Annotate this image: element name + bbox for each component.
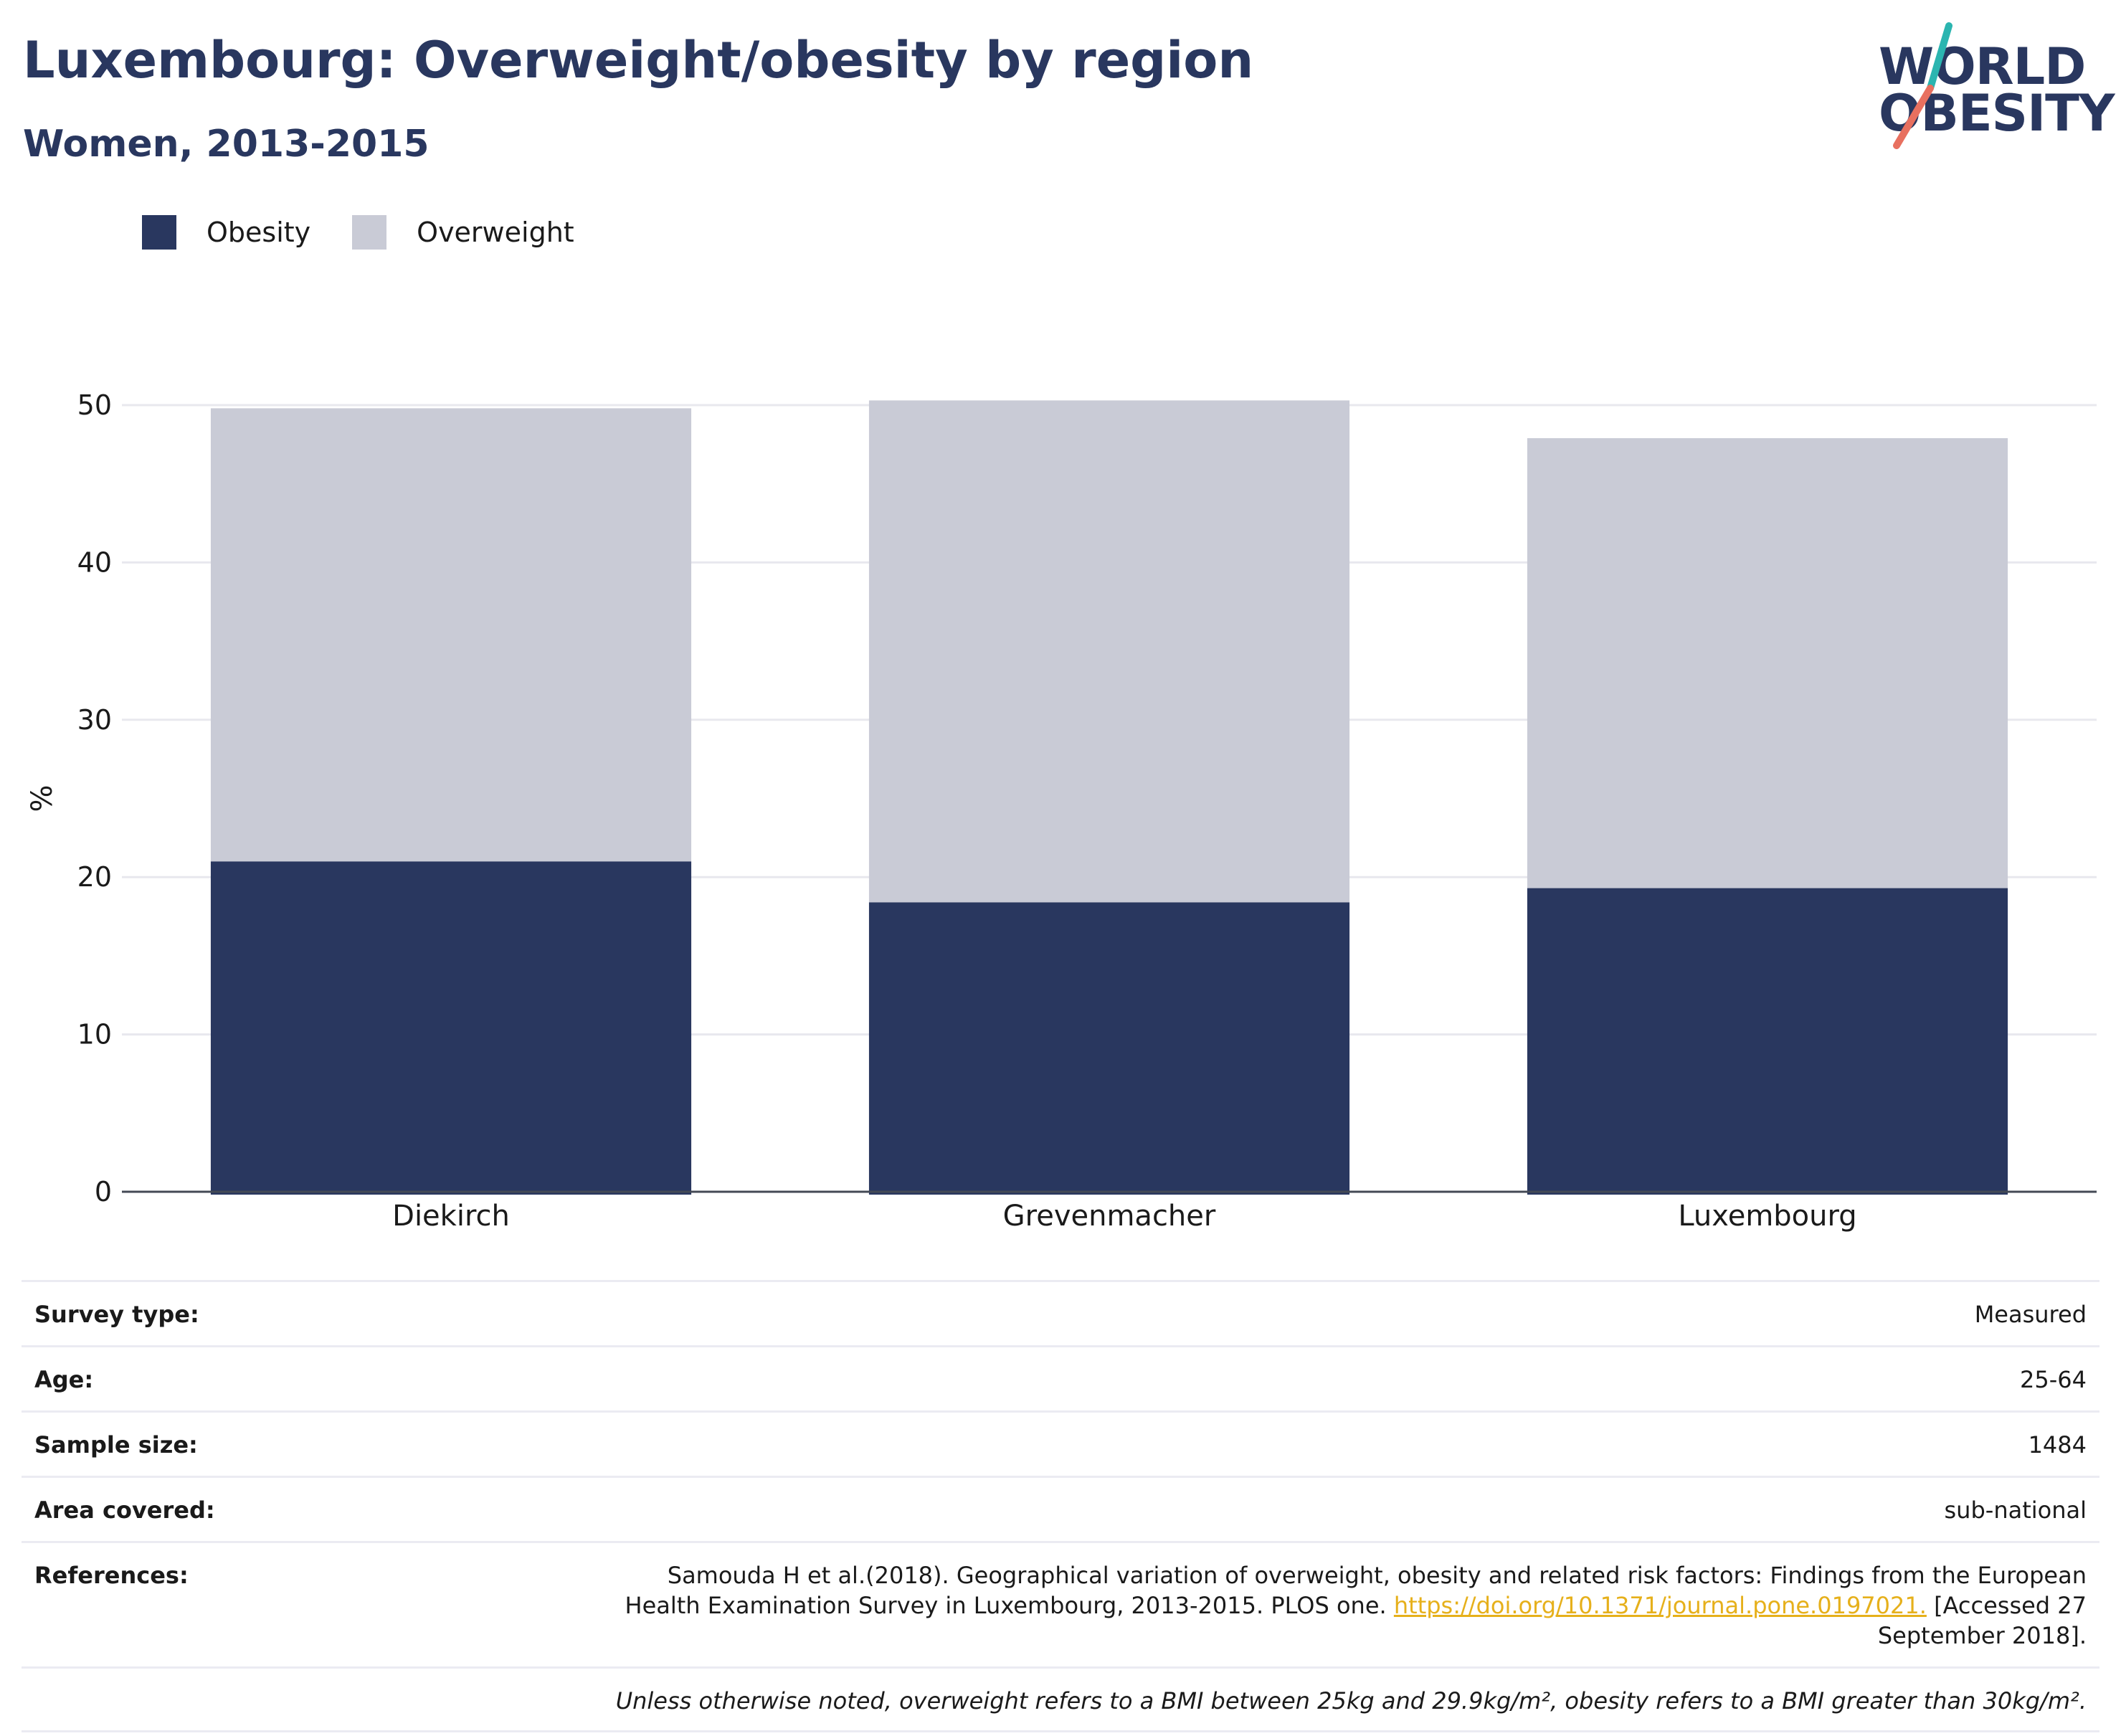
age-label: Age: — [34, 1366, 94, 1393]
stacked-bar-chart: 0 10 20 30 40 50% Diekirch Grevenmacher Luxembou… — [26, 389, 2097, 1233]
logo-slash-icon — [1893, 22, 1952, 149]
world-obesity-logo: WORLD OBESITY — [1864, 20, 2115, 149]
reference-accessed-text: [Accessed 27 September 2018]. — [1877, 1592, 2087, 1649]
sample-size-label: Sample size: — [34, 1431, 198, 1458]
y-tick-label: 0 — [95, 1176, 112, 1208]
y-axis-title: % — [26, 784, 59, 812]
reference-doi-link[interactable]: https://doi.org/10.1371/journal.pone.019… — [1393, 1592, 1927, 1619]
y-tick-label: 40 — [77, 546, 112, 578]
x-tick-label: Diekirch — [392, 1200, 510, 1233]
chart-legend: Obesity Overweight — [142, 214, 616, 251]
bar-overweight — [868, 400, 1350, 903]
y-tick-label: 30 — [77, 704, 112, 736]
legend-swatch-obesity — [142, 215, 176, 250]
logo-word-world: WORLD — [1879, 37, 2086, 96]
x-tick-label: Luxembourg — [1678, 1200, 1856, 1233]
legend-item-obesity[interactable]: Obesity — [142, 215, 310, 250]
info-row-survey-type: Survey type: Measured — [22, 1280, 2099, 1345]
area-covered-label: Area covered: — [34, 1497, 215, 1524]
legend-label-obesity: Obesity — [207, 217, 311, 248]
info-row-references: References: Samouda H et al.(2018). Geog… — [22, 1541, 2099, 1666]
bar-overweight — [1527, 438, 2008, 888]
x-tick-label: Grevenmacher — [1003, 1200, 1216, 1233]
bar-overweight — [210, 408, 692, 862]
y-tick-label: 50 — [77, 389, 112, 421]
y-tick-label: 10 — [77, 1019, 112, 1050]
bar-obesity — [210, 861, 692, 1195]
survey-info-table: Survey type: Measured Age: 25-64 Sample … — [22, 1280, 2099, 1732]
legend-label-overweight: Overweight — [417, 217, 574, 248]
legend-swatch-overweight — [352, 215, 387, 250]
chart-subtitle: Women, 2013-2015 — [23, 123, 430, 166]
references-value: Samouda H et al.(2018). Geographical var… — [595, 1560, 2087, 1651]
bmi-definition-note: Unless otherwise noted, overweight refer… — [22, 1666, 2099, 1732]
area-covered-value: sub-national — [1944, 1497, 2087, 1524]
survey-type-label: Survey type: — [34, 1301, 199, 1328]
references-label: References: — [34, 1562, 189, 1589]
survey-type-value: Measured — [1974, 1301, 2087, 1328]
y-tick-label: 20 — [77, 861, 112, 893]
info-row-age: Age: 25-64 — [22, 1345, 2099, 1410]
legend-item-overweight[interactable]: Overweight — [352, 215, 574, 250]
bar-obesity — [868, 902, 1350, 1195]
bar-obesity — [1527, 888, 2008, 1195]
chart-title: Luxembourg: Overweight/obesity by region — [23, 31, 1254, 90]
reference-text: Samouda H et al.(2018). Geographical var… — [625, 1562, 2087, 1619]
age-value: 25-64 — [2020, 1366, 2087, 1393]
sample-size-value: 1484 — [2028, 1431, 2087, 1458]
info-row-area-covered: Area covered: sub-national — [22, 1476, 2099, 1541]
info-row-sample-size: Sample size: 1484 — [22, 1410, 2099, 1476]
